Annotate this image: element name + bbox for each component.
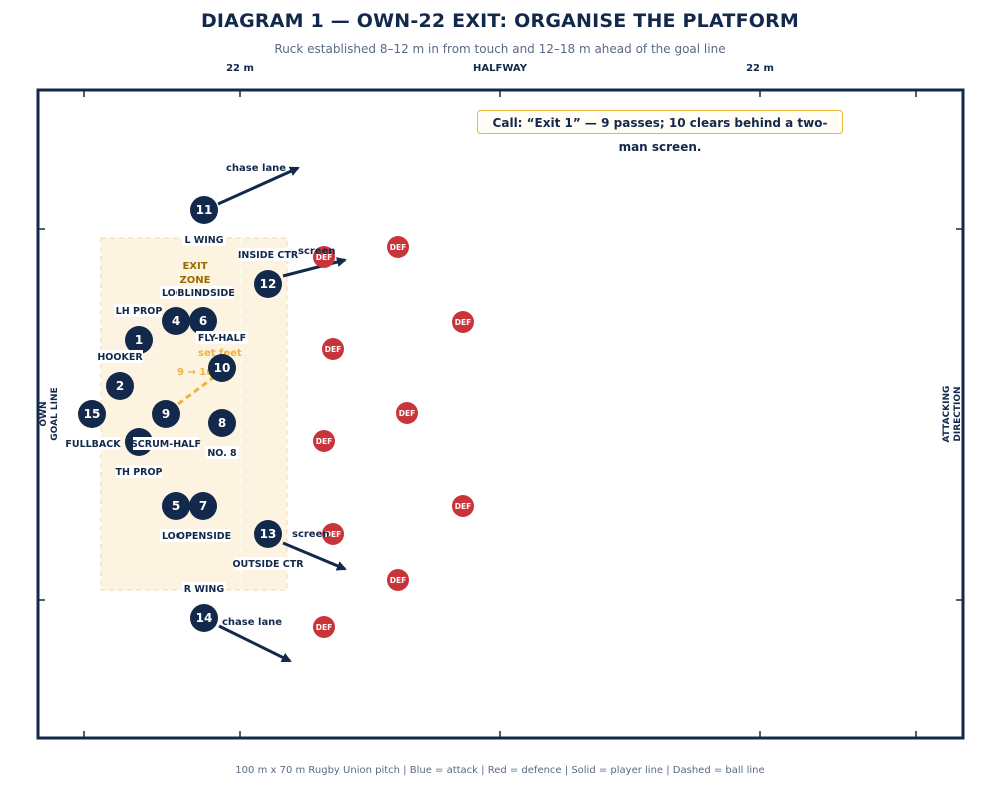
player-7: 7 [189, 492, 217, 520]
svg-text:10: 10 [214, 361, 231, 375]
exit-zone-label-1: EXIT [182, 261, 207, 272]
svg-text:7: 7 [199, 499, 207, 513]
player-1: 1 [125, 326, 153, 354]
player-12: 12 [254, 270, 282, 298]
player-9: 9 [152, 400, 180, 428]
run-line-13 [282, 541, 347, 571]
svg-text:DIRECTION: DIRECTION [953, 386, 963, 441]
svg-text:2: 2 [116, 379, 124, 393]
player-8: 8 [208, 409, 236, 437]
left-22-label: 22 m [226, 63, 254, 74]
set-feet-label: set feet [198, 348, 242, 359]
label-lh-prop: LH PROP [116, 306, 163, 317]
player-15: 15 [78, 400, 106, 428]
svg-text:GOAL LINE: GOAL LINE [50, 387, 60, 440]
run-line-12 [282, 257, 347, 278]
label-r-wing: R WING [184, 584, 225, 595]
svg-text:5: 5 [172, 499, 180, 513]
own-goal-line-label: OWN GOAL LINE [39, 387, 60, 440]
defender-3: DEF [452, 311, 474, 333]
player-11: 11 [190, 196, 218, 224]
label-fly-half: FLY-HALF [198, 333, 246, 344]
player-4: 4 [162, 307, 190, 335]
chase-lane-top-label: chase lane [226, 163, 286, 174]
player-6: 6 [189, 307, 217, 335]
screen-bottom-label: screen [292, 529, 330, 540]
right-22-label: 22 m [746, 63, 774, 74]
defenders: DEF DEF DEF DEF DEF DEF DEF DEF DEF DEF [313, 236, 474, 638]
run-line-11 [217, 166, 300, 206]
svg-text:DEF: DEF [390, 243, 406, 252]
defender-1: DEF [313, 246, 335, 268]
svg-text:14: 14 [196, 611, 213, 625]
exit-zone-label-2: ZONE [180, 275, 211, 286]
player-2: 2 [106, 372, 134, 400]
diagram-footer: 100 m x 70 m Rugby Union pitch | Blue = … [235, 765, 765, 776]
call-box: Call: “Exit 1” — 9 passes; 10 clears beh… [477, 110, 843, 154]
svg-text:DEF: DEF [316, 253, 332, 262]
diagram-title: DIAGRAM 1 — OWN-22 EXIT: ORGANISE THE PL… [200, 10, 800, 32]
defender-6: DEF [313, 430, 335, 452]
svg-text:4: 4 [172, 314, 180, 328]
label-outside-ctr: OUTSIDE CTR [232, 559, 304, 570]
run-line-14 [218, 624, 292, 663]
svg-text:OWN: OWN [39, 401, 49, 426]
defender-10: DEF [313, 616, 335, 638]
screen-top-label: screen [298, 246, 336, 257]
svg-text:ATTACKING: ATTACKING [942, 386, 952, 443]
svg-text:DEF: DEF [316, 437, 332, 446]
label-inside-ctr: INSIDE CTR [238, 250, 299, 261]
label-openside: OPENSIDE [177, 531, 231, 542]
ball-line [177, 375, 215, 406]
svg-text:DEF: DEF [399, 409, 415, 418]
label-fullback: FULLBACK [65, 439, 121, 450]
defender-7: DEF [452, 495, 474, 517]
label-scrum-half: SCRUM-HALF [131, 439, 201, 450]
svg-text:15: 15 [84, 407, 101, 421]
player-14: 14 [190, 604, 218, 632]
svg-text:12: 12 [260, 277, 277, 291]
svg-text:8: 8 [218, 416, 226, 430]
label-hooker: HOOKER [97, 352, 143, 363]
player-13: 13 [254, 520, 282, 548]
label-lock-5: LOCK [162, 531, 191, 542]
svg-text:11: 11 [196, 203, 213, 217]
attacking-direction-label: ATTACKING DIRECTION [942, 386, 963, 443]
svg-text:9: 9 [162, 407, 170, 421]
diagram-subtitle: Ruck established 8–12 m in from touch an… [274, 42, 726, 56]
player-labels: L WING INSIDE CTR LOCK BLINDSIDE LH PROP… [65, 233, 304, 595]
label-th-prop: TH PROP [115, 467, 162, 478]
label-l-wing: L WING [184, 235, 223, 246]
player-10: 10 [208, 354, 236, 382]
svg-text:DEF: DEF [325, 530, 341, 539]
svg-text:6: 6 [199, 314, 207, 328]
chase-lane-bottom-label: chase lane [222, 617, 282, 628]
svg-text:DEF: DEF [390, 576, 406, 585]
label-blindside: BLINDSIDE [177, 288, 234, 299]
svg-text:DEF: DEF [455, 502, 471, 511]
halfway-label: HALFWAY [473, 63, 528, 74]
pitch-ticks [38, 90, 963, 738]
defender-8: DEF [322, 523, 344, 545]
svg-text:13: 13 [260, 527, 277, 541]
svg-text:DEF: DEF [316, 623, 332, 632]
attackers: 11 12 4 6 1 10 2 15 9 8 3 5 7 13 14 [78, 196, 282, 632]
ball-line-label: 9 → 10 [177, 367, 213, 378]
label-no8: NO. 8 [207, 448, 237, 459]
defender-4: DEF [322, 338, 344, 360]
svg-text:1: 1 [135, 333, 143, 347]
defender-5: DEF [396, 402, 418, 424]
run-lines [217, 166, 347, 663]
label-lock-4: LOCK [162, 288, 191, 299]
defender-2: DEF [387, 236, 409, 258]
svg-text:DEF: DEF [455, 318, 471, 327]
player-5: 5 [162, 492, 190, 520]
svg-text:DEF: DEF [325, 345, 341, 354]
defender-9: DEF [387, 569, 409, 591]
